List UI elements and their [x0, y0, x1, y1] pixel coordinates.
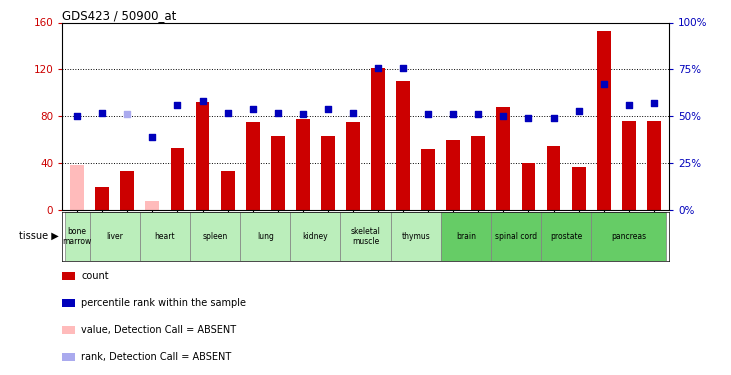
Point	[498, 113, 510, 119]
Point	[648, 100, 659, 106]
Point	[322, 106, 334, 112]
Text: rank, Detection Call = ABSENT: rank, Detection Call = ABSENT	[81, 352, 232, 362]
Point	[297, 111, 308, 117]
Text: value, Detection Call = ABSENT: value, Detection Call = ABSENT	[81, 325, 236, 334]
Bar	[421, 149, 435, 210]
Text: lung: lung	[257, 232, 273, 241]
Point	[96, 110, 108, 116]
Point	[247, 106, 259, 112]
Bar	[371, 68, 385, 210]
Bar	[221, 171, 235, 210]
Bar	[196, 102, 209, 210]
Text: GDS423 / 50900_at: GDS423 / 50900_at	[62, 9, 176, 22]
Bar	[471, 136, 485, 210]
Bar	[145, 201, 159, 210]
Text: kidney: kidney	[303, 232, 328, 241]
Bar	[622, 121, 636, 210]
Bar	[547, 146, 561, 210]
Text: skeletal
muscle: skeletal muscle	[351, 226, 380, 246]
Bar	[647, 121, 661, 210]
Bar	[290, 212, 341, 261]
Point	[598, 81, 610, 87]
Bar	[321, 136, 335, 210]
Point	[573, 108, 585, 114]
Point	[146, 134, 158, 140]
Text: tissue ▶: tissue ▶	[19, 231, 58, 241]
Text: brain: brain	[456, 232, 476, 241]
Bar	[596, 31, 610, 210]
Bar	[271, 136, 284, 210]
Point	[221, 110, 233, 116]
Point	[121, 111, 133, 117]
Bar	[64, 212, 90, 261]
Point	[423, 111, 434, 117]
Point	[623, 102, 635, 108]
Text: prostate: prostate	[550, 232, 582, 241]
Bar	[591, 212, 667, 261]
Bar	[70, 165, 84, 210]
Text: spinal cord: spinal cord	[495, 232, 537, 241]
Bar	[491, 212, 541, 261]
Text: heart: heart	[155, 232, 175, 241]
Point	[548, 115, 559, 121]
Bar	[346, 122, 360, 210]
Bar	[190, 212, 240, 261]
Point	[272, 110, 284, 116]
Point	[172, 102, 183, 108]
Bar	[522, 163, 535, 210]
Text: pancreas: pancreas	[611, 232, 646, 241]
Bar	[170, 148, 184, 210]
Bar	[572, 166, 586, 210]
Bar	[441, 212, 491, 261]
Point	[397, 64, 409, 70]
Bar	[121, 171, 135, 210]
Bar	[447, 140, 460, 210]
Point	[197, 98, 208, 104]
Bar	[246, 122, 260, 210]
Point	[472, 111, 484, 117]
Point	[372, 64, 384, 70]
Bar	[140, 212, 190, 261]
Text: count: count	[81, 271, 109, 280]
Text: liver: liver	[106, 232, 124, 241]
Text: spleen: spleen	[202, 232, 227, 241]
Text: thymus: thymus	[401, 232, 430, 241]
Bar	[240, 212, 290, 261]
Point	[447, 111, 459, 117]
Bar	[396, 81, 410, 210]
Bar	[541, 212, 591, 261]
Bar	[496, 107, 510, 210]
Bar	[95, 187, 109, 210]
Bar	[296, 118, 310, 210]
Point	[347, 110, 359, 116]
Text: bone
marrow: bone marrow	[63, 226, 92, 246]
Text: percentile rank within the sample: percentile rank within the sample	[81, 298, 246, 307]
Bar	[341, 212, 390, 261]
Point	[72, 113, 83, 119]
Point	[523, 115, 534, 121]
Bar	[390, 212, 441, 261]
Bar	[90, 212, 140, 261]
